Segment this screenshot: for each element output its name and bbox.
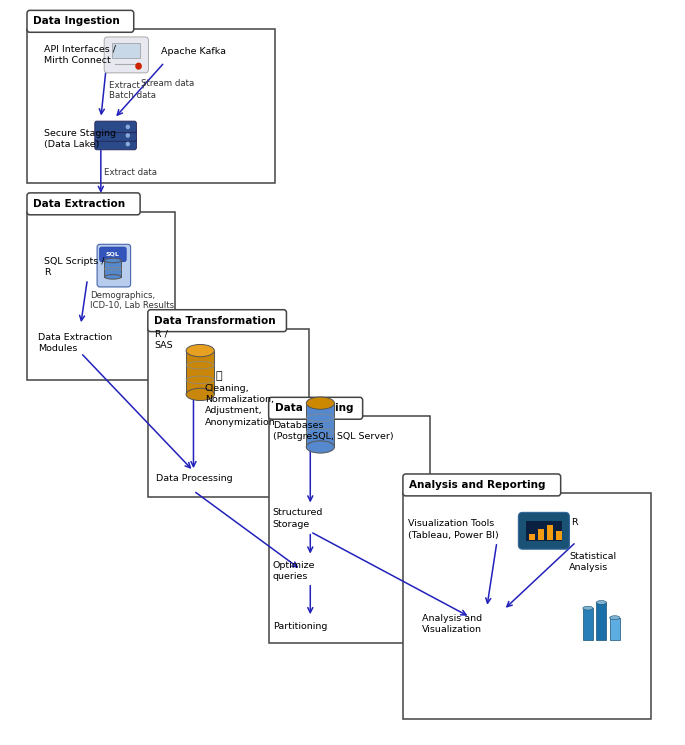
Text: Databases
(PostgreSQL, SQL Server): Databases (PostgreSQL, SQL Server) [273,421,393,441]
FancyBboxPatch shape [269,397,362,419]
Text: Partitioning: Partitioning [273,622,327,631]
Bar [596,603,606,641]
Bar [151,313,284,331]
Ellipse shape [596,600,606,604]
Text: Data Transformation: Data Transformation [154,316,275,326]
Text: Apache Kafka: Apache Kafka [161,47,226,56]
Bar [556,530,562,539]
Bar [526,521,562,541]
Bar [29,196,138,214]
Bar [547,525,553,539]
Circle shape [126,125,129,129]
FancyBboxPatch shape [95,139,136,150]
FancyBboxPatch shape [27,212,175,380]
FancyBboxPatch shape [27,193,140,215]
Bar [29,13,131,31]
Text: Extract /
Batch data: Extract / Batch data [109,80,156,100]
Text: SQL: SQL [106,252,120,257]
Bar [104,261,121,277]
FancyBboxPatch shape [99,247,126,261]
Text: Cleaning,
Normalization,
Adjustment,
Anonymization: Cleaning, Normalization, Adjustment, Ano… [205,384,275,426]
Bar [186,351,214,394]
Text: Stream data: Stream data [141,79,195,88]
FancyBboxPatch shape [27,10,134,32]
Text: Data Loading: Data Loading [275,403,353,413]
Ellipse shape [186,388,214,401]
Ellipse shape [104,259,121,263]
FancyBboxPatch shape [403,474,560,496]
Bar [271,400,360,419]
Text: Data Extraction: Data Extraction [33,199,125,209]
Text: R: R [571,518,577,527]
Circle shape [126,134,129,137]
Text: Optimize
queries: Optimize queries [273,561,315,581]
Bar [306,403,334,447]
FancyBboxPatch shape [403,493,651,720]
Circle shape [136,63,141,69]
Text: Statistical
Analysis: Statistical Analysis [569,552,616,572]
Bar [583,608,593,641]
FancyBboxPatch shape [95,121,136,133]
Text: Secure Staging
(Data Lake): Secure Staging (Data Lake) [44,129,116,149]
Text: Extract data: Extract data [104,168,157,177]
Ellipse shape [583,606,593,610]
Text: SQL Scripts /
R: SQL Scripts / R [44,256,104,276]
Text: R /
SAS: R / SAS [155,329,173,349]
FancyBboxPatch shape [148,329,309,497]
Text: Analysis and
Visualization: Analysis and Visualization [422,615,482,635]
FancyBboxPatch shape [104,37,149,73]
FancyBboxPatch shape [27,29,275,183]
Text: Data Processing: Data Processing [156,474,232,483]
Bar [112,42,140,58]
Text: API Interfaces /
Mirth Connect: API Interfaces / Mirth Connect [44,45,116,65]
Text: Data Extraction
Modules: Data Extraction Modules [38,333,112,353]
Text: Demographics,
ICD-10, Lab Results: Demographics, ICD-10, Lab Results [90,291,174,310]
Ellipse shape [104,275,121,279]
Ellipse shape [610,615,620,620]
FancyBboxPatch shape [519,513,569,549]
FancyBboxPatch shape [269,416,429,643]
FancyBboxPatch shape [95,130,136,142]
Bar [529,534,535,539]
Bar [610,618,620,641]
FancyBboxPatch shape [148,310,286,332]
Text: Data Ingestion: Data Ingestion [33,16,120,26]
Ellipse shape [306,397,334,409]
Bar [538,529,545,539]
FancyBboxPatch shape [97,244,131,287]
Ellipse shape [186,344,214,357]
Bar [406,477,558,495]
Ellipse shape [306,441,334,453]
Text: 🔧: 🔧 [216,371,223,381]
Text: Structured
Storage: Structured Storage [273,509,323,528]
Circle shape [126,142,129,146]
Text: Analysis and Reporting: Analysis and Reporting [409,480,545,490]
Text: Visualization Tools
(Tableau, Power BI): Visualization Tools (Tableau, Power BI) [408,519,499,539]
